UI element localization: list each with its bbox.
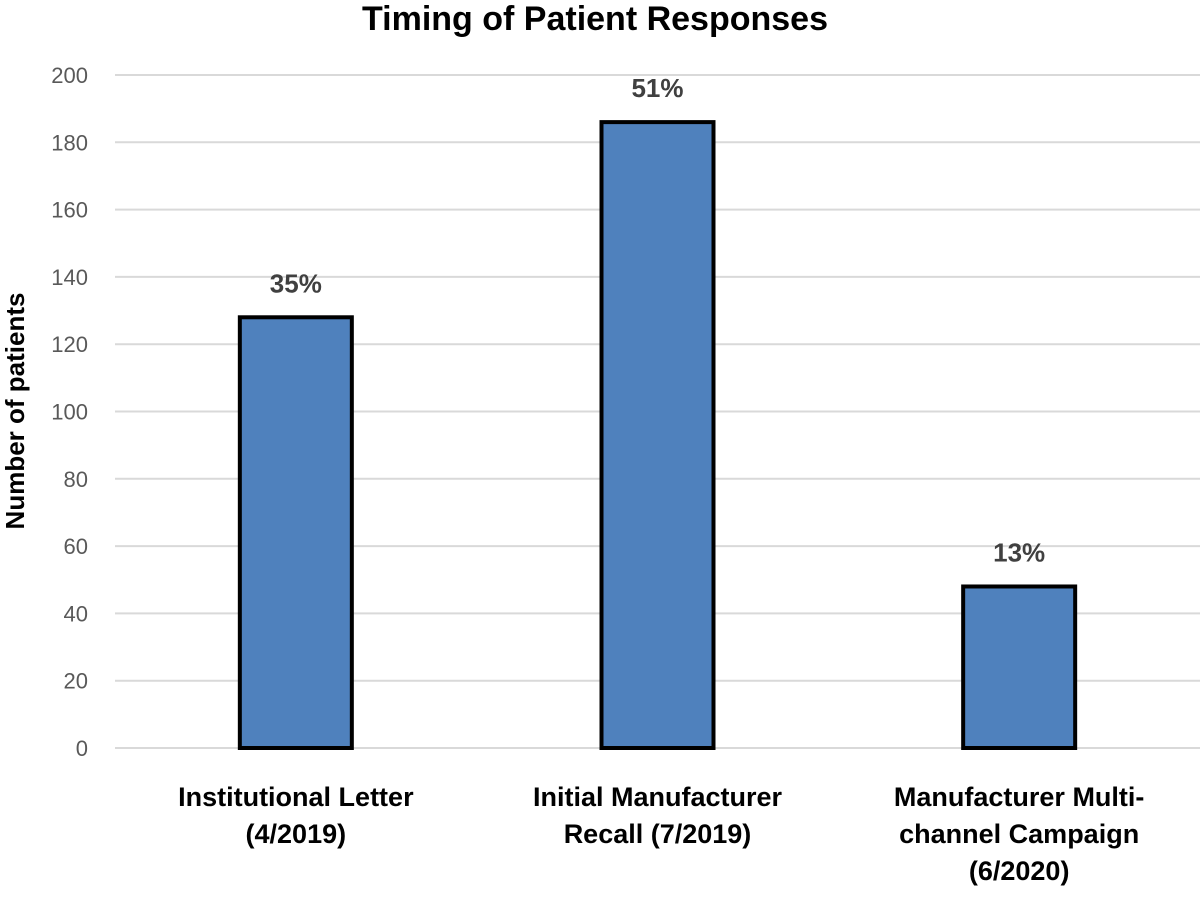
y-tick-label: 80 [64,467,88,492]
y-tick-label: 60 [64,534,88,559]
y-axis-ticks: 0 20 40 60 80 100 120 140 160 180 200 [51,63,88,761]
data-label: 51% [631,73,683,103]
data-label: 35% [270,268,322,298]
y-tick-label: 100 [51,400,88,425]
y-tick-label: 120 [51,332,88,357]
y-tick-label: 20 [64,669,88,694]
x-axis-ticks: Institutional Letter (4/2019) Initial Manu… [178,782,1144,886]
x-tick-label: Manufacturer Multi-channel Campaign (6/20… [894,782,1145,886]
y-tick-label: 200 [51,63,88,88]
bar [237,315,354,750]
data-labels: 35% 51% 13% [270,73,1045,567]
y-tick-label: 180 [51,130,88,155]
y-tick-label: 140 [51,265,88,290]
chart-title: Timing of Patient Responses [362,0,828,38]
data-label: 13% [993,537,1045,567]
y-tick-label: 160 [51,198,88,223]
y-tick-label: 0 [76,736,88,761]
bars [237,120,1078,751]
y-axis-label: Number of patients [0,293,30,530]
bar [599,120,716,751]
y-tick-label: 40 [64,601,88,626]
x-tick-label: Initial Manufacturer Recall (7/2019) [533,782,783,849]
bar [961,584,1078,750]
x-tick-label: Institutional Letter (4/2019) [178,782,414,849]
